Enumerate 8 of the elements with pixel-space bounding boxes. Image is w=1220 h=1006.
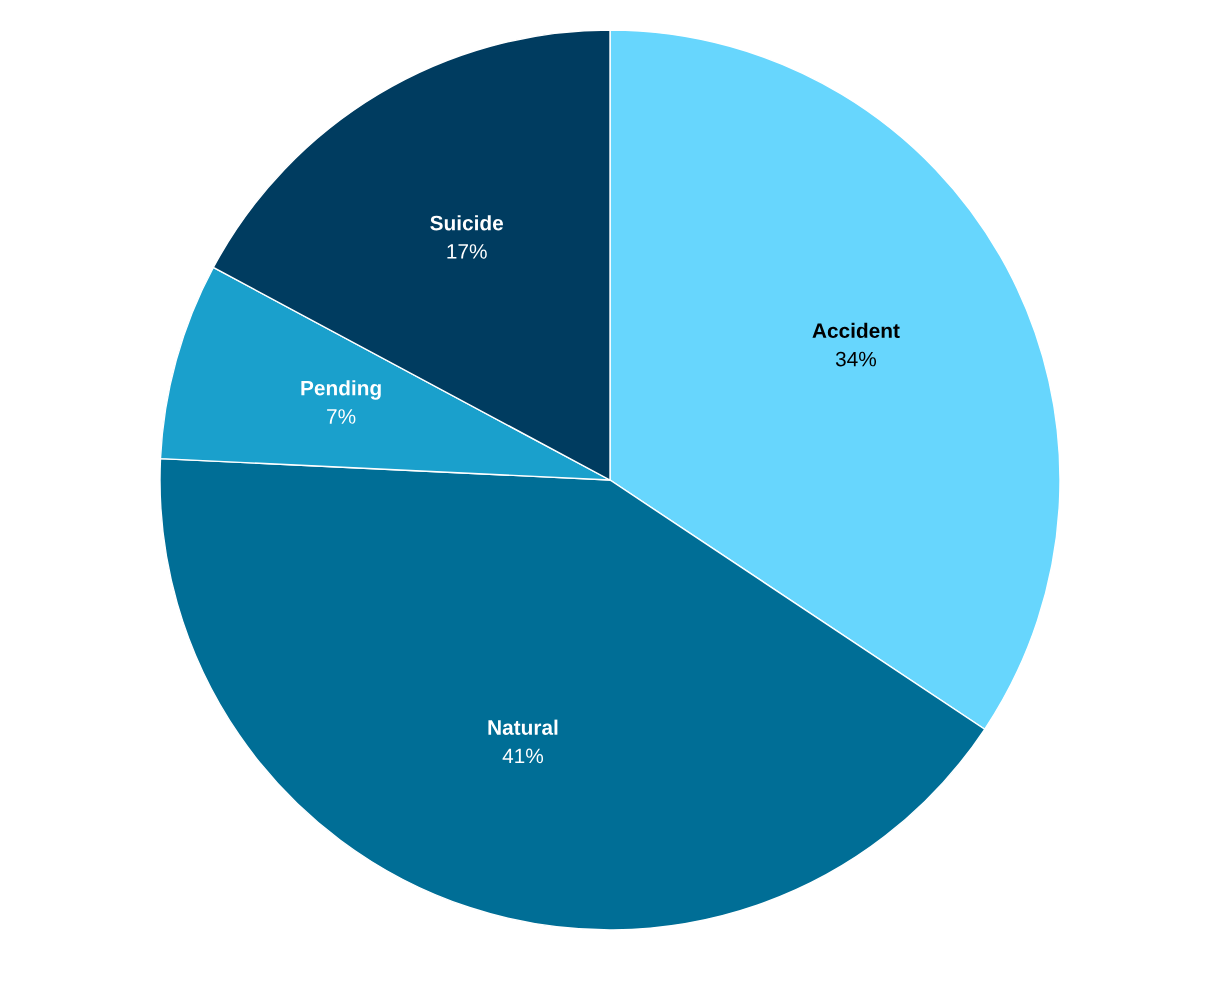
slice-label: Pending: [301, 380, 381, 400]
data-label: 17%: [447, 244, 487, 259]
slice-label: Suicide: [430, 215, 504, 231]
slice-label: Natural: [488, 719, 558, 735]
data-label: 34%: [835, 351, 877, 367]
slice-label: Accident: [812, 322, 900, 339]
data-label: 7%: [327, 409, 356, 424]
data-label: 41%: [502, 748, 544, 764]
